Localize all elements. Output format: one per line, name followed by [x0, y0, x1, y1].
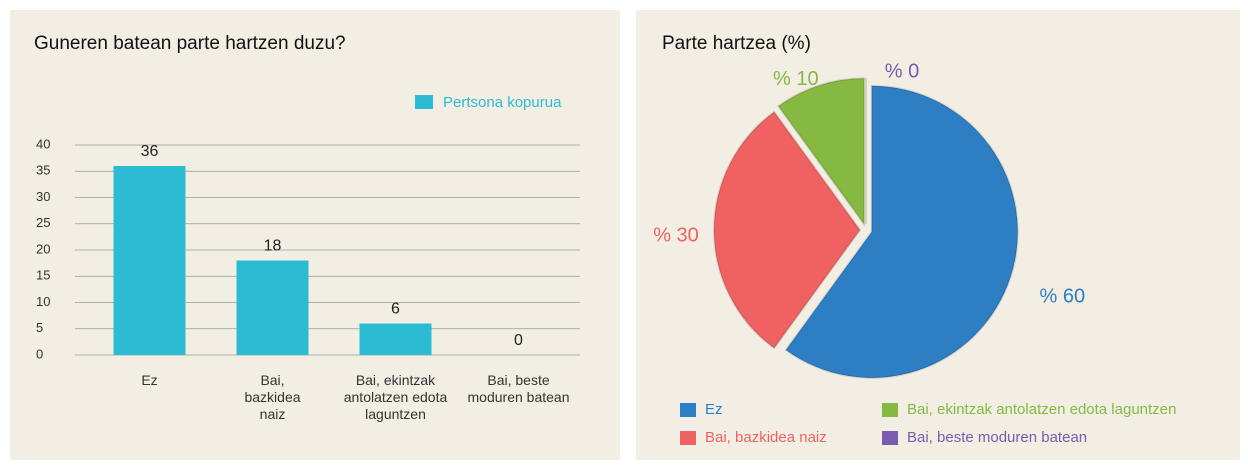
legend-label: Bai, ekintzak antolatzen edota laguntzen: [907, 401, 1176, 418]
legend-swatch: [680, 431, 696, 445]
data-label: 36: [141, 143, 159, 160]
x-tick-label: Bai, beste moduren batean: [467, 372, 570, 405]
data-label: 0: [514, 332, 523, 349]
x-tick-label: Bai, bazkidea naiz: [244, 372, 301, 422]
panel: [10, 10, 620, 460]
x-tick-foreign: Ez: [141, 372, 158, 388]
y-tick-label: 30: [36, 189, 50, 204]
chart-title: Guneren batean parte hartzen duzu?: [34, 33, 346, 54]
legend-label: Bai, bazkidea naiz: [705, 429, 827, 446]
y-tick-label: 35: [36, 163, 50, 178]
pie-slice: [784, 84, 1019, 379]
data-label: % 0: [885, 60, 919, 82]
legend-swatch: [882, 403, 898, 417]
data-label: % 30: [653, 224, 699, 246]
y-tick-label: 10: [36, 294, 50, 309]
legend-label: Ez: [705, 401, 723, 418]
x-tick-foreign: Bai, bazkidea naiz: [244, 372, 301, 422]
legend-swatch: [415, 95, 433, 109]
y-tick-label: 5: [36, 320, 43, 335]
y-tick-label: 40: [36, 136, 50, 151]
pie-slice: [713, 110, 862, 350]
data-label: % 60: [1040, 285, 1086, 307]
legend-label: Pertsona kopurua: [443, 94, 562, 111]
data-label: 18: [264, 238, 282, 255]
data-label: 6: [391, 301, 400, 318]
x-tick-foreign: Bai, beste moduren batean: [467, 372, 570, 405]
x-tick-label: Bai, ekintzak antolatzen edota laguntzen: [343, 372, 448, 422]
pie-slice: [776, 77, 866, 228]
bar: [113, 166, 186, 355]
y-tick-label: 25: [36, 215, 50, 230]
data-label: % 10: [773, 68, 819, 90]
legend-swatch: [882, 431, 898, 445]
x-tick-label: Ez: [141, 372, 158, 388]
chart-title: Parte hartzea (%): [662, 33, 811, 54]
bar: [236, 260, 309, 355]
y-tick-label: 15: [36, 268, 50, 283]
legend-label: Bai, beste moduren batean: [907, 429, 1087, 446]
x-tick-foreign: Bai, ekintzak antolatzen edota laguntzen: [343, 372, 448, 422]
legend-swatch: [680, 403, 696, 417]
y-tick-label: 0: [36, 346, 43, 361]
y-tick-label: 20: [36, 241, 50, 256]
bar: [359, 323, 432, 355]
